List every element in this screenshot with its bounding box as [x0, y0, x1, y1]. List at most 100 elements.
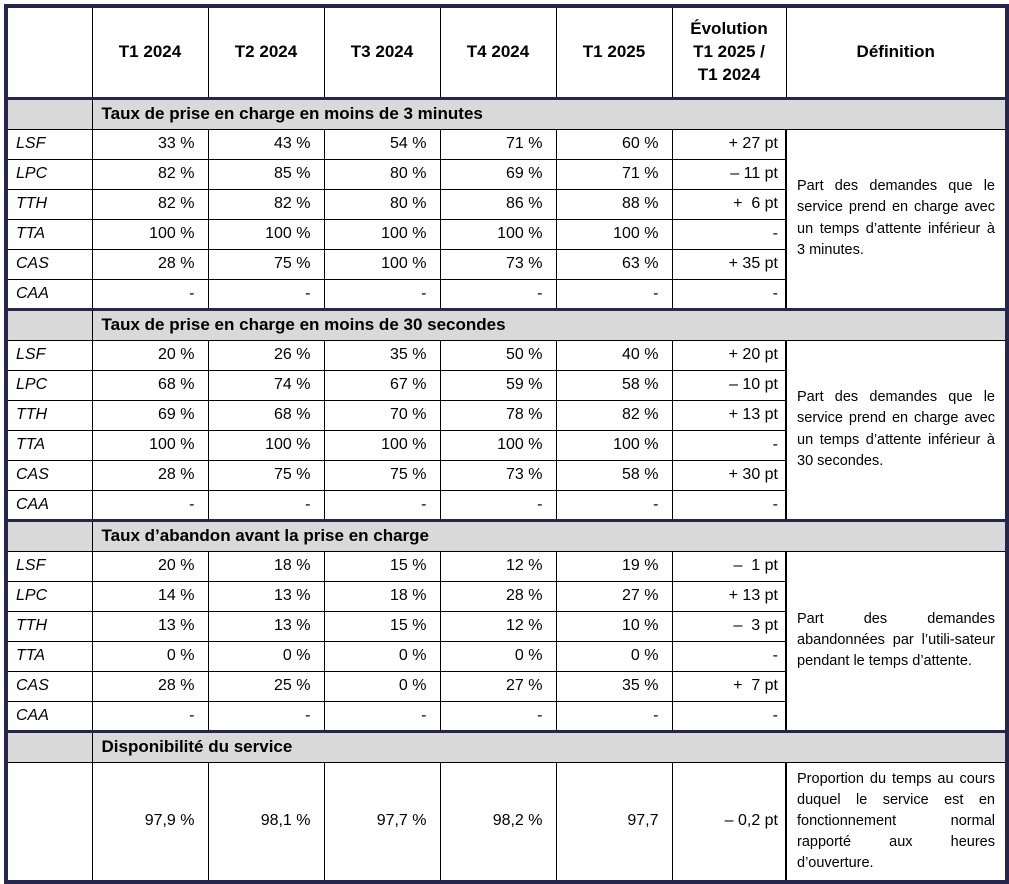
value-cell: 18 %	[323, 580, 441, 612]
value-cell: 12 %	[439, 610, 557, 642]
column-header-t1-2024: T1 2024	[91, 5, 209, 100]
value-cell: 71 %	[555, 158, 673, 190]
evolution-cell: + 35 pt	[671, 248, 787, 280]
value-cell: 75 %	[207, 248, 325, 280]
value-cell: 85 %	[207, 158, 325, 190]
value-cell: 15 %	[323, 550, 441, 582]
data-row: 97,9 % 98,1 % 97,7 % 98,2 % 97,7– 0,2 pt Prop…	[5, 761, 1008, 883]
value-cell: 82 %	[91, 158, 209, 190]
table-body: Taux de prise en charge en moins de 3 mi…	[5, 96, 1008, 883]
evolution-cell: – 0,2 pt	[671, 761, 787, 883]
evolution-cell: -	[671, 218, 787, 250]
value-cell: 0 %	[323, 640, 441, 672]
evolution-cell: + 20 pt	[671, 339, 787, 371]
evolution-cell: -	[671, 278, 787, 310]
value-cell: 74 %	[207, 369, 325, 401]
column-header-definition: Définition	[785, 5, 1008, 100]
value-cell: 0 %	[91, 640, 209, 672]
data-row: CAA - - - - - -	[5, 700, 1007, 732]
column-header-t2-2024: T2 2024	[207, 5, 325, 100]
value-cell: 0 %	[207, 640, 325, 672]
value-cell: 70 %	[323, 399, 441, 431]
section-stub-cell	[5, 96, 93, 130]
value-cell: 35 %	[555, 670, 673, 702]
row-label: TTH	[5, 188, 93, 220]
value-cell: 80 %	[323, 188, 441, 220]
value-cell: -	[555, 489, 673, 521]
column-header-evolution: Évolution T1 2025 / T1 2024	[671, 5, 787, 100]
row-label: TTA	[5, 429, 93, 461]
section-title: Taux de prise en charge en moins de 30 s…	[91, 307, 1008, 341]
value-cell: 97,7	[555, 761, 673, 883]
data-row: CAA - - - - - -	[5, 278, 1007, 310]
value-cell: 13 %	[207, 580, 325, 612]
evolution-cell: + 13 pt	[671, 399, 787, 431]
data-row: LPC 82 % 85 % 80 % 69 % 71 % – 11 pt	[5, 158, 1007, 190]
value-cell: 69 %	[439, 158, 557, 190]
value-cell: 100 %	[439, 429, 557, 461]
evolution-cell: + 13 pt	[671, 580, 787, 612]
value-cell: 98,2 %	[439, 761, 557, 883]
value-cell: 82 %	[555, 399, 673, 431]
value-cell: 15 %	[323, 610, 441, 642]
value-cell: 13 %	[207, 610, 325, 642]
column-header-t3-2024: T3 2024	[323, 5, 441, 100]
column-header-t1-2025: T1 2025	[555, 5, 673, 100]
row-label: TTA	[5, 218, 93, 250]
value-cell: 43 %	[207, 128, 325, 160]
value-cell: -	[323, 700, 441, 732]
value-cell: -	[91, 278, 209, 310]
data-row: LSF 20 % 26 % 35 % 50 % 40 % + 20 pt Part des d…	[5, 339, 1008, 521]
value-cell: 68 %	[91, 369, 209, 401]
section-stub-cell	[5, 307, 93, 341]
value-cell: -	[323, 278, 441, 310]
value-cell: 13 %	[91, 610, 209, 642]
row-label: LSF	[5, 339, 93, 371]
row-label	[5, 761, 93, 883]
value-cell: 82 %	[207, 188, 325, 220]
value-cell: 86 %	[439, 188, 557, 220]
value-cell: -	[439, 278, 557, 310]
value-cell: 28 %	[91, 459, 209, 491]
section-header-row-3: Taux d’abandon avant la prise en charge	[5, 518, 1008, 552]
value-cell: 100 %	[555, 218, 673, 250]
value-cell: 54 %	[323, 128, 441, 160]
section-header-row-2: Taux de prise en charge en moins de 30 s…	[5, 307, 1008, 341]
row-label: LPC	[5, 158, 93, 190]
value-cell: 100 %	[91, 429, 209, 461]
data-row: LSF 33 % 43 % 54 % 71 % 60 % + 27 pt Part des d…	[5, 128, 1008, 310]
value-cell: 12 %	[439, 550, 557, 582]
data-row: TTA 0 % 0 % 0 % 0 % 0 % -	[5, 640, 1007, 672]
value-cell: 100 %	[207, 218, 325, 250]
data-row: TTH 82 % 82 % 80 % 86 % 88 % + 6 pt	[5, 188, 1007, 220]
value-cell: 80 %	[323, 158, 441, 190]
value-cell: 97,9 %	[91, 761, 209, 883]
value-cell: -	[439, 700, 557, 732]
column-header-t4-2024: T4 2024	[439, 5, 557, 100]
value-cell: 33 %	[91, 128, 209, 160]
value-cell: 0 %	[555, 640, 673, 672]
value-cell: 75 %	[323, 459, 441, 491]
value-cell: 100 %	[555, 429, 673, 461]
row-label: CAA	[5, 278, 93, 310]
value-cell: 100 %	[91, 218, 209, 250]
evolution-cell: – 3 pt	[671, 610, 787, 642]
value-cell: 0 %	[439, 640, 557, 672]
data-row: CAS 28 % 75 % 75 % 73 % 58 % + 30 pt	[5, 459, 1007, 491]
value-cell: 75 %	[207, 459, 325, 491]
value-cell: 88 %	[555, 188, 673, 220]
row-label: CAS	[5, 459, 93, 491]
value-cell: 100 %	[323, 218, 441, 250]
value-cell: -	[91, 489, 209, 521]
row-label: TTA	[5, 640, 93, 672]
row-label: CAS	[5, 248, 93, 280]
value-cell: -	[323, 489, 441, 521]
value-cell: -	[439, 489, 557, 521]
evolution-cell: -	[671, 429, 787, 461]
row-label: TTH	[5, 610, 93, 642]
data-row: TTH 13 % 13 % 15 % 12 % 10 % – 3 pt	[5, 610, 1007, 642]
value-cell: 40 %	[555, 339, 673, 371]
data-row: CAS 28 % 75 % 100 % 73 % 63 % + 35 pt	[5, 248, 1007, 280]
value-cell: 98,1 %	[207, 761, 325, 883]
